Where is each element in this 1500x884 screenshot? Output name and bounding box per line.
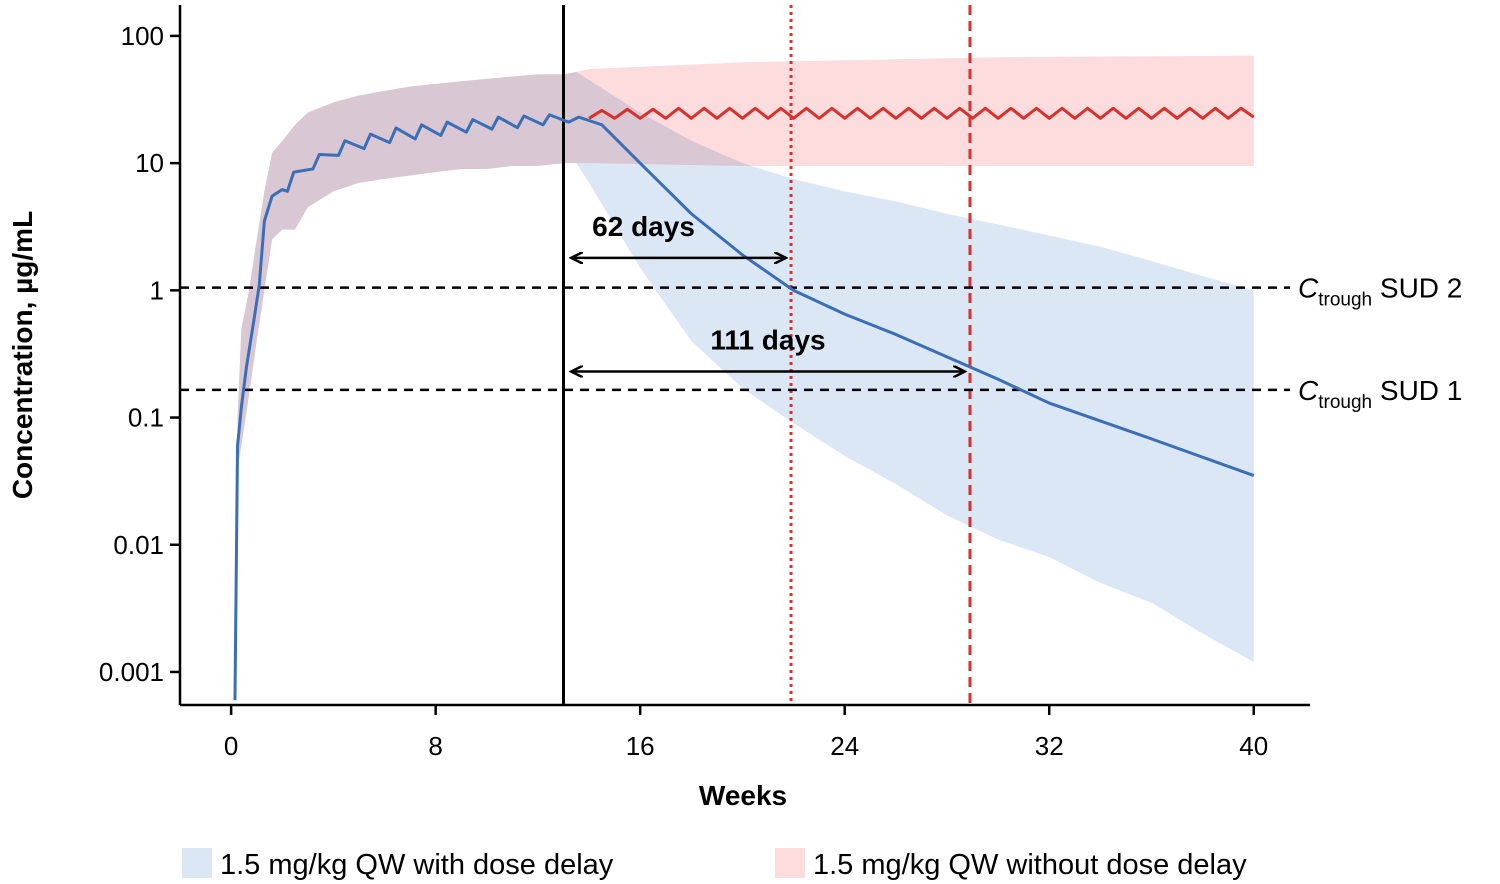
reference-label: Ctrough SUD 2 [1298, 273, 1462, 311]
legend-swatch [182, 848, 212, 878]
x-tick-label: 32 [1035, 731, 1064, 761]
label-rest: SUD 1 [1372, 375, 1462, 406]
label-rest: SUD 2 [1372, 273, 1462, 304]
label-sub: trough [1318, 392, 1372, 413]
label-c: C [1298, 273, 1319, 304]
legend-label: 1.5 mg/kg QW without dose delay [813, 849, 1247, 881]
y-tick-label: 1 [150, 275, 164, 305]
label-c: C [1298, 375, 1319, 406]
y-tick-label: 100 [121, 21, 164, 51]
y-axis-title: Concentration, µg/mL [7, 211, 38, 499]
reference-label: Ctrough SUD 1 [1298, 375, 1462, 413]
x-axis-title: Weeks [699, 780, 787, 811]
legend-label: 1.5 mg/kg QW with dose delay [220, 849, 614, 881]
y-tick-label: 0.1 [128, 403, 164, 433]
x-tick-label: 24 [830, 731, 859, 761]
confidence-band [237, 55, 1254, 469]
label-sub: trough [1318, 290, 1372, 311]
x-tick-label: 16 [626, 731, 655, 761]
x-tick-label: 40 [1239, 731, 1268, 761]
x-tick-label: 8 [428, 731, 442, 761]
y-tick-label: 0.001 [99, 657, 164, 687]
legend-swatch [775, 848, 805, 878]
y-tick-label: 10 [135, 148, 164, 178]
x-tick-label: 0 [224, 731, 238, 761]
annotation-text: 62 days [592, 211, 695, 242]
line [233, 113, 1255, 701]
annotation-text: 111 days [710, 325, 825, 356]
line [588, 106, 1255, 120]
y-tick-label: 0.01 [113, 530, 164, 560]
